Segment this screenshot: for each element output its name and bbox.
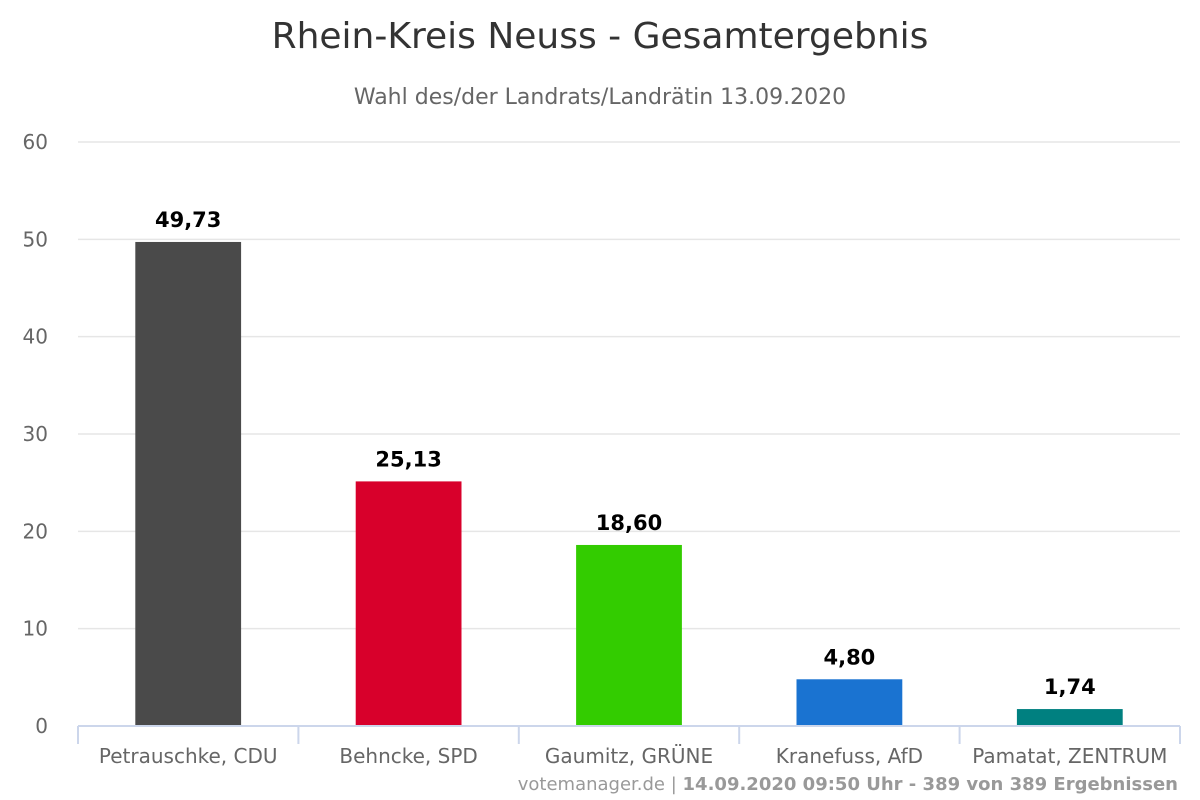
data-labels: 49,73 25,13 18,60 4,80 1,74: [155, 208, 1096, 699]
data-label: 25,13: [375, 447, 441, 471]
bar[interactable]: [796, 679, 903, 726]
y-tick-label: 20: [23, 519, 48, 543]
x-tick-label: Kranefuss, AfD: [776, 744, 923, 768]
y-tick-label: 40: [23, 325, 48, 349]
bar[interactable]: [135, 241, 242, 726]
bars: [135, 241, 1123, 726]
credits-source[interactable]: votemanager.de: [518, 774, 665, 795]
x-tick-label: Behncke, SPD: [339, 744, 477, 768]
x-tick-label: Gaumitz, GRÜNE: [545, 744, 713, 768]
y-tick-label: 60: [23, 130, 48, 154]
credits-separator: |: [665, 774, 683, 795]
chart-subtitle: Wahl des/der Landrats/Landrätin 13.09.20…: [354, 85, 846, 110]
data-label: 49,73: [155, 208, 221, 232]
data-label: 18,60: [596, 511, 662, 535]
y-tick-label: 30: [23, 422, 48, 446]
bar[interactable]: [576, 544, 682, 726]
data-label: 1,74: [1044, 675, 1096, 699]
data-label: 4,80: [823, 645, 875, 669]
chart-title: Rhein-Kreis Neuss - Gesamtergebnis: [272, 16, 929, 57]
grid-lines: [78, 141, 1180, 630]
bar[interactable]: [355, 481, 462, 726]
x-tick-label: Petrauschke, CDU: [99, 744, 278, 768]
y-axis: 0 10 20 30 40 50 60: [23, 130, 48, 738]
y-tick-label: 10: [23, 617, 48, 641]
bar[interactable]: [1016, 709, 1123, 726]
x-tick-label: Pamatat, ZENTRUM: [972, 744, 1167, 768]
credits-info: 14.09.2020 09:50 Uhr - 389 von 389 Ergeb…: [683, 774, 1178, 795]
y-tick-label: 0: [35, 714, 48, 738]
credits-text[interactable]: votemanager.de | 14.09.2020 09:50 Uhr - …: [518, 774, 1178, 795]
y-tick-label: 50: [23, 227, 48, 251]
x-axis: Petrauschke, CDU Behncke, SPD Gaumitz, GRÜ…: [77, 725, 1181, 768]
